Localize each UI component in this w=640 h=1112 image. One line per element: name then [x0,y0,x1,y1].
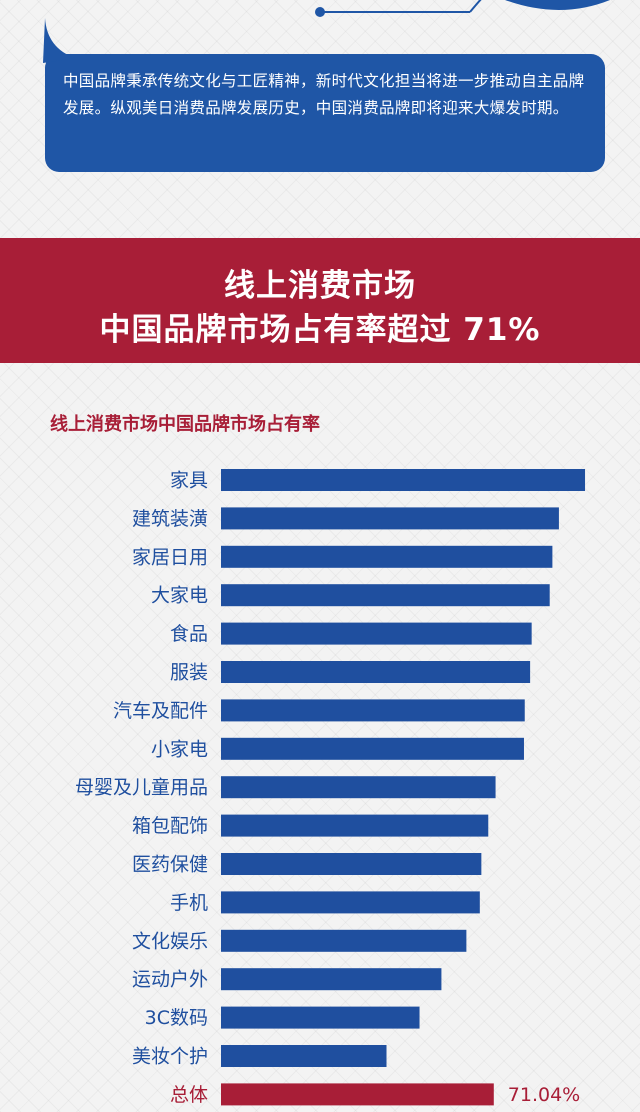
bar [221,929,467,952]
headline-line2: 中国品牌市场占有率超过 71% [99,312,541,348]
category-label: 服装 [170,662,208,684]
deco-dot [315,7,325,17]
category-label: 美妆个护 [132,1046,208,1068]
bar [221,814,489,837]
headline-banner: 线上消费市场 中国品牌市场占有率超过 71% [0,238,640,363]
category-label: 医药保健 [132,854,208,876]
category-label: 箱包配饰 [132,815,208,837]
bar [221,469,586,491]
category-label: 小家电 [151,738,208,760]
category-label: 食品 [170,623,208,645]
deco-curve [469,0,482,13]
bubble-tail [43,18,75,63]
category-label: 母婴及儿童用品 [75,777,208,799]
bar-chart: 家具建筑装潢家居日用大家电食品服装汽车及配件小家电母婴及儿童用品箱包配饰医药保健… [75,469,586,1106]
intro-bubble: 中国品牌秉承传统文化与工匠精神，新时代文化担当将进一步推动自主品牌发展。纵观美日… [43,18,605,172]
headline-line1: 线上消费市场 [224,268,416,304]
category-label: 家居日用 [132,546,208,568]
bar [221,853,482,875]
deco-shape [505,0,610,10]
bar [221,661,531,683]
category-label: 家具 [170,470,208,492]
category-label: 汽车及配件 [113,700,208,722]
category-label: 建筑装潢 [132,508,208,530]
chart-title: 线上消费市场中国品牌市场占有率 [50,414,320,435]
bar [221,776,496,799]
bar [221,584,550,607]
bar [221,737,524,760]
category-label: 手机 [170,892,208,914]
intro-text: 中国品牌秉承传统文化与工匠精神，新时代文化担当将进一步推动自主品牌发展。纵观美日… [63,72,585,117]
bar [221,699,525,722]
bar [221,1045,387,1067]
category-label: 总体 [170,1084,208,1106]
bar [221,891,480,914]
top-decoration [315,0,610,17]
bar [221,507,559,530]
category-label: 3C数码 [145,1007,208,1029]
data-label: 71.04% [508,1084,580,1106]
category-label: 运动户外 [132,969,208,991]
bar [221,622,532,645]
bar [221,545,553,568]
bar [221,1006,420,1029]
bar-total [221,1083,494,1106]
category-label: 文化娱乐 [132,930,208,952]
bar [221,968,442,991]
category-label: 大家电 [151,585,208,607]
